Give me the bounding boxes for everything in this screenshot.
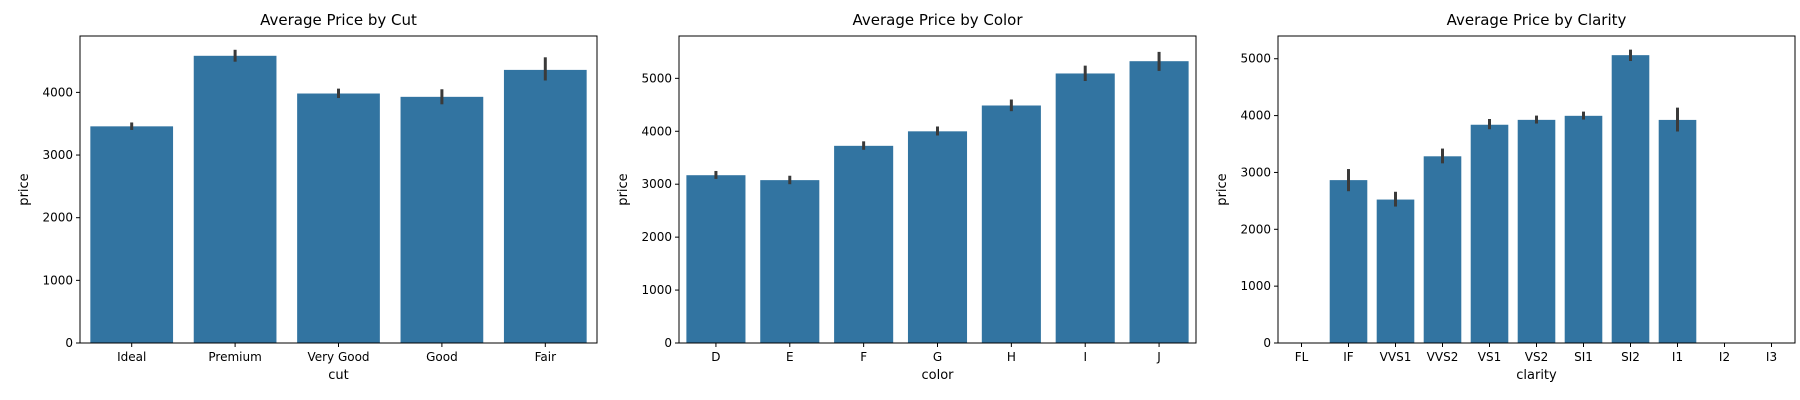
bar-marks: [686, 51, 1189, 344]
bar-ideal: [90, 126, 174, 344]
plot-frame: [79, 35, 598, 344]
x-tick-label: VS2: [1525, 350, 1548, 364]
x-tick-label: Fair: [535, 350, 556, 364]
x-tick-label: IF: [1343, 350, 1354, 364]
bar-if: [1329, 180, 1368, 343]
y-tick-label: 1000: [42, 273, 73, 287]
x-tick-label: VVS2: [1427, 350, 1459, 364]
bar-marks: [1329, 49, 1697, 344]
x-tick-label: VS1: [1478, 350, 1501, 364]
y-tick-label: 1000: [641, 283, 672, 297]
bar-f: [834, 145, 894, 343]
bar-vs1: [1470, 124, 1509, 343]
x-tick-label: VVS1: [1380, 350, 1412, 364]
bar-very-good: [297, 93, 380, 344]
bar-vs2: [1517, 119, 1556, 344]
bar-i: [1055, 73, 1115, 344]
chart-panel-cut: Average Price by Cut cut price Ideal Prem…: [17, 11, 598, 383]
bar-e: [760, 180, 820, 343]
y-tick-label: 0: [1263, 336, 1271, 350]
bar-si1: [1564, 115, 1603, 343]
y-tick-label: 5000: [1240, 52, 1271, 66]
y-axis-label: price: [17, 173, 32, 205]
bar-good: [400, 96, 484, 343]
chart-title: Average Price by Clarity: [1447, 11, 1627, 29]
bar-d: [686, 175, 746, 343]
y-tick-label: 3000: [42, 148, 73, 162]
chart-panel-clarity: Average Price by Clarity clarity price F…: [1215, 11, 1796, 383]
y-tick-label: 2000: [1240, 222, 1271, 236]
bar-si2: [1611, 55, 1650, 344]
y-tick-label: 0: [65, 336, 73, 350]
y-tick-label: 5000: [641, 71, 672, 85]
x-axis-label: cut: [328, 368, 348, 383]
y-axis-label: price: [1215, 173, 1230, 205]
y-tick-label: 3000: [1240, 165, 1271, 179]
chart-title: Average Price by Color: [852, 11, 1023, 29]
x-tick-label: I2: [1719, 350, 1730, 364]
y-axis-label: price: [616, 173, 631, 205]
x-tick-label: G: [933, 350, 942, 364]
axis-ticks: Ideal Premium Very Good Good Fair 0 1000 2000 30…: [42, 85, 556, 364]
y-tick-label: 0: [664, 336, 672, 350]
x-tick-label: F: [860, 350, 867, 364]
bar-vvs2: [1423, 156, 1462, 343]
bar-vvs1: [1376, 199, 1415, 343]
x-tick-label: I3: [1766, 350, 1777, 364]
x-axis-label: clarity: [1516, 368, 1557, 383]
x-tick-label: J: [1156, 350, 1161, 364]
axis-ticks: FL IF VVS1 VVS2 VS1 VS2 SI1 SI2 I1 I2 I3 0 1000 2000 3…: [1240, 52, 1777, 364]
y-tick-label: 4000: [641, 124, 672, 138]
x-tick-label: Premium: [208, 350, 261, 364]
bar-h: [981, 105, 1041, 344]
plot-frame: [1277, 35, 1796, 344]
bar-premium: [193, 55, 277, 343]
plot-frame: [678, 35, 1197, 344]
y-tick-label: 4000: [1240, 109, 1271, 123]
x-tick-label: Good: [426, 350, 458, 364]
chart-title: Average Price by Cut: [260, 11, 417, 29]
y-tick-label: 4000: [42, 85, 73, 99]
x-tick-label: FL: [1295, 350, 1309, 364]
y-tick-label: 1000: [1240, 279, 1271, 293]
x-tick-label: D: [711, 350, 720, 364]
bar-j: [1129, 61, 1189, 344]
x-tick-label: Very Good: [307, 350, 369, 364]
x-tick-label: I1: [1672, 350, 1683, 364]
x-tick-label: I: [1083, 350, 1087, 364]
bar-i1: [1658, 119, 1697, 343]
x-tick-label: H: [1007, 350, 1016, 364]
y-tick-label: 2000: [641, 230, 672, 244]
x-tick-label: E: [786, 350, 794, 364]
axis-ticks: D E F G H I J 0 1000 2000 3000 4000 5000: [641, 71, 1160, 364]
x-tick-label: Ideal: [117, 350, 146, 364]
x-tick-label: SI2: [1621, 350, 1640, 364]
bar-fair: [503, 69, 587, 343]
bar-g: [907, 131, 968, 343]
y-tick-label: 2000: [42, 211, 73, 225]
y-tick-label: 3000: [641, 177, 672, 191]
x-tick-label: SI1: [1574, 350, 1593, 364]
bar-marks: [90, 49, 587, 344]
chart-panel-color: Average Price by Color color price D E F G H…: [616, 11, 1197, 383]
x-axis-label: color: [921, 368, 954, 383]
